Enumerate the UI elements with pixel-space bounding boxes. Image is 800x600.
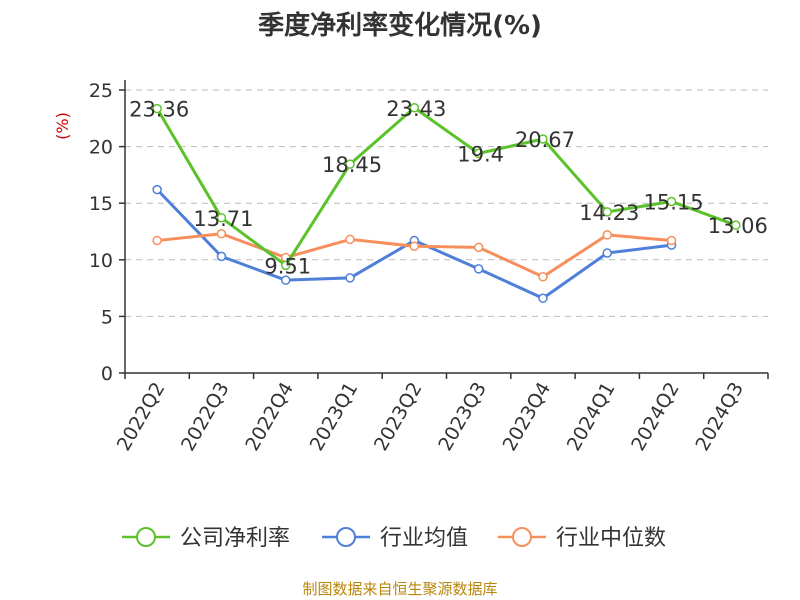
gridlines: [125, 89, 768, 317]
data-point: [345, 273, 355, 283]
series-lines: [152, 103, 741, 304]
legend-marker: [136, 527, 156, 547]
y-tick-label: 20: [89, 137, 113, 159]
x-tick-label: 2024Q1: [563, 379, 620, 455]
x-tick-label: 2022Q3: [177, 379, 234, 455]
x-tick-label: 2022Q2: [113, 379, 170, 455]
data-point: [473, 148, 484, 159]
data-labels: 23.36 13.71 9.51 18.45 23.43 19.4 20.67 14.23 15…: [129, 97, 768, 279]
data-point: [216, 251, 227, 262]
x-tick-label: 2022Q4: [241, 379, 298, 455]
data-label: 9.51: [264, 254, 311, 278]
data-label: 15.15: [643, 191, 703, 215]
legend-marker: [512, 527, 532, 547]
data-point: [281, 260, 291, 271]
data-point: [409, 241, 420, 251]
data-point: [473, 242, 484, 253]
data-label: 13.71: [193, 207, 253, 231]
data-point: [152, 103, 162, 114]
data-point: [538, 293, 548, 304]
y-tick-label: 5: [101, 306, 113, 328]
legend-label: 公司净利率: [180, 526, 290, 551]
data-label: 13.06: [708, 214, 768, 238]
data-point: [409, 103, 420, 113]
x-tick-label: 2023Q3: [434, 379, 491, 455]
y-axis-label: (%): [53, 112, 72, 140]
x-tick-label: 2024Q3: [691, 379, 748, 455]
data-point: [152, 235, 162, 246]
legend-label: 行业中位数: [556, 526, 666, 551]
data-point: [473, 264, 484, 274]
data-label: 23.43: [386, 97, 446, 121]
data-point: [152, 184, 162, 195]
data-point: [538, 134, 548, 144]
data-point: [666, 235, 677, 246]
y-tick-label: 10: [89, 250, 113, 272]
data-label: 19.4: [457, 142, 504, 166]
source-note: 制图数据来自恒生聚源数据库: [302, 580, 497, 598]
x-tick-label: 2023Q2: [370, 379, 427, 455]
y-tick-label: 15: [89, 193, 113, 215]
y-tick-label: 25: [89, 80, 113, 102]
y-tick-label: 0: [101, 363, 113, 385]
data-label: 14.23: [579, 201, 639, 225]
series-line: [155, 106, 737, 267]
data-point: [345, 159, 355, 169]
chart-title: 季度净利率变化情况(%): [258, 10, 542, 41]
data-point: [602, 230, 612, 240]
data-point: [281, 275, 291, 285]
data-point: [602, 207, 612, 217]
data-label: 20.67: [515, 128, 575, 152]
data-label: 23.36: [129, 98, 189, 122]
data-point: [216, 213, 227, 223]
data-point: [666, 196, 677, 207]
data-point: [602, 248, 612, 258]
data-point: [731, 220, 741, 230]
data-label: 18.45: [322, 153, 382, 177]
x-tick-label: 2024Q2: [627, 379, 684, 455]
x-tick-label: 2023Q4: [499, 379, 556, 455]
legend-label: 行业均值: [380, 526, 468, 551]
data-point: [345, 234, 355, 245]
data-point: [538, 272, 548, 282]
data-point: [216, 229, 227, 239]
legend: 公司净利率 行业均值 行业中位数: [122, 526, 666, 551]
x-tick-label: 2023Q1: [306, 379, 363, 455]
legend-marker: [336, 527, 356, 547]
axes: 0 5 10 15 20 25 2022Q2 2022Q3 2022Q4 2023Q1 2023Q2…: [89, 80, 769, 455]
